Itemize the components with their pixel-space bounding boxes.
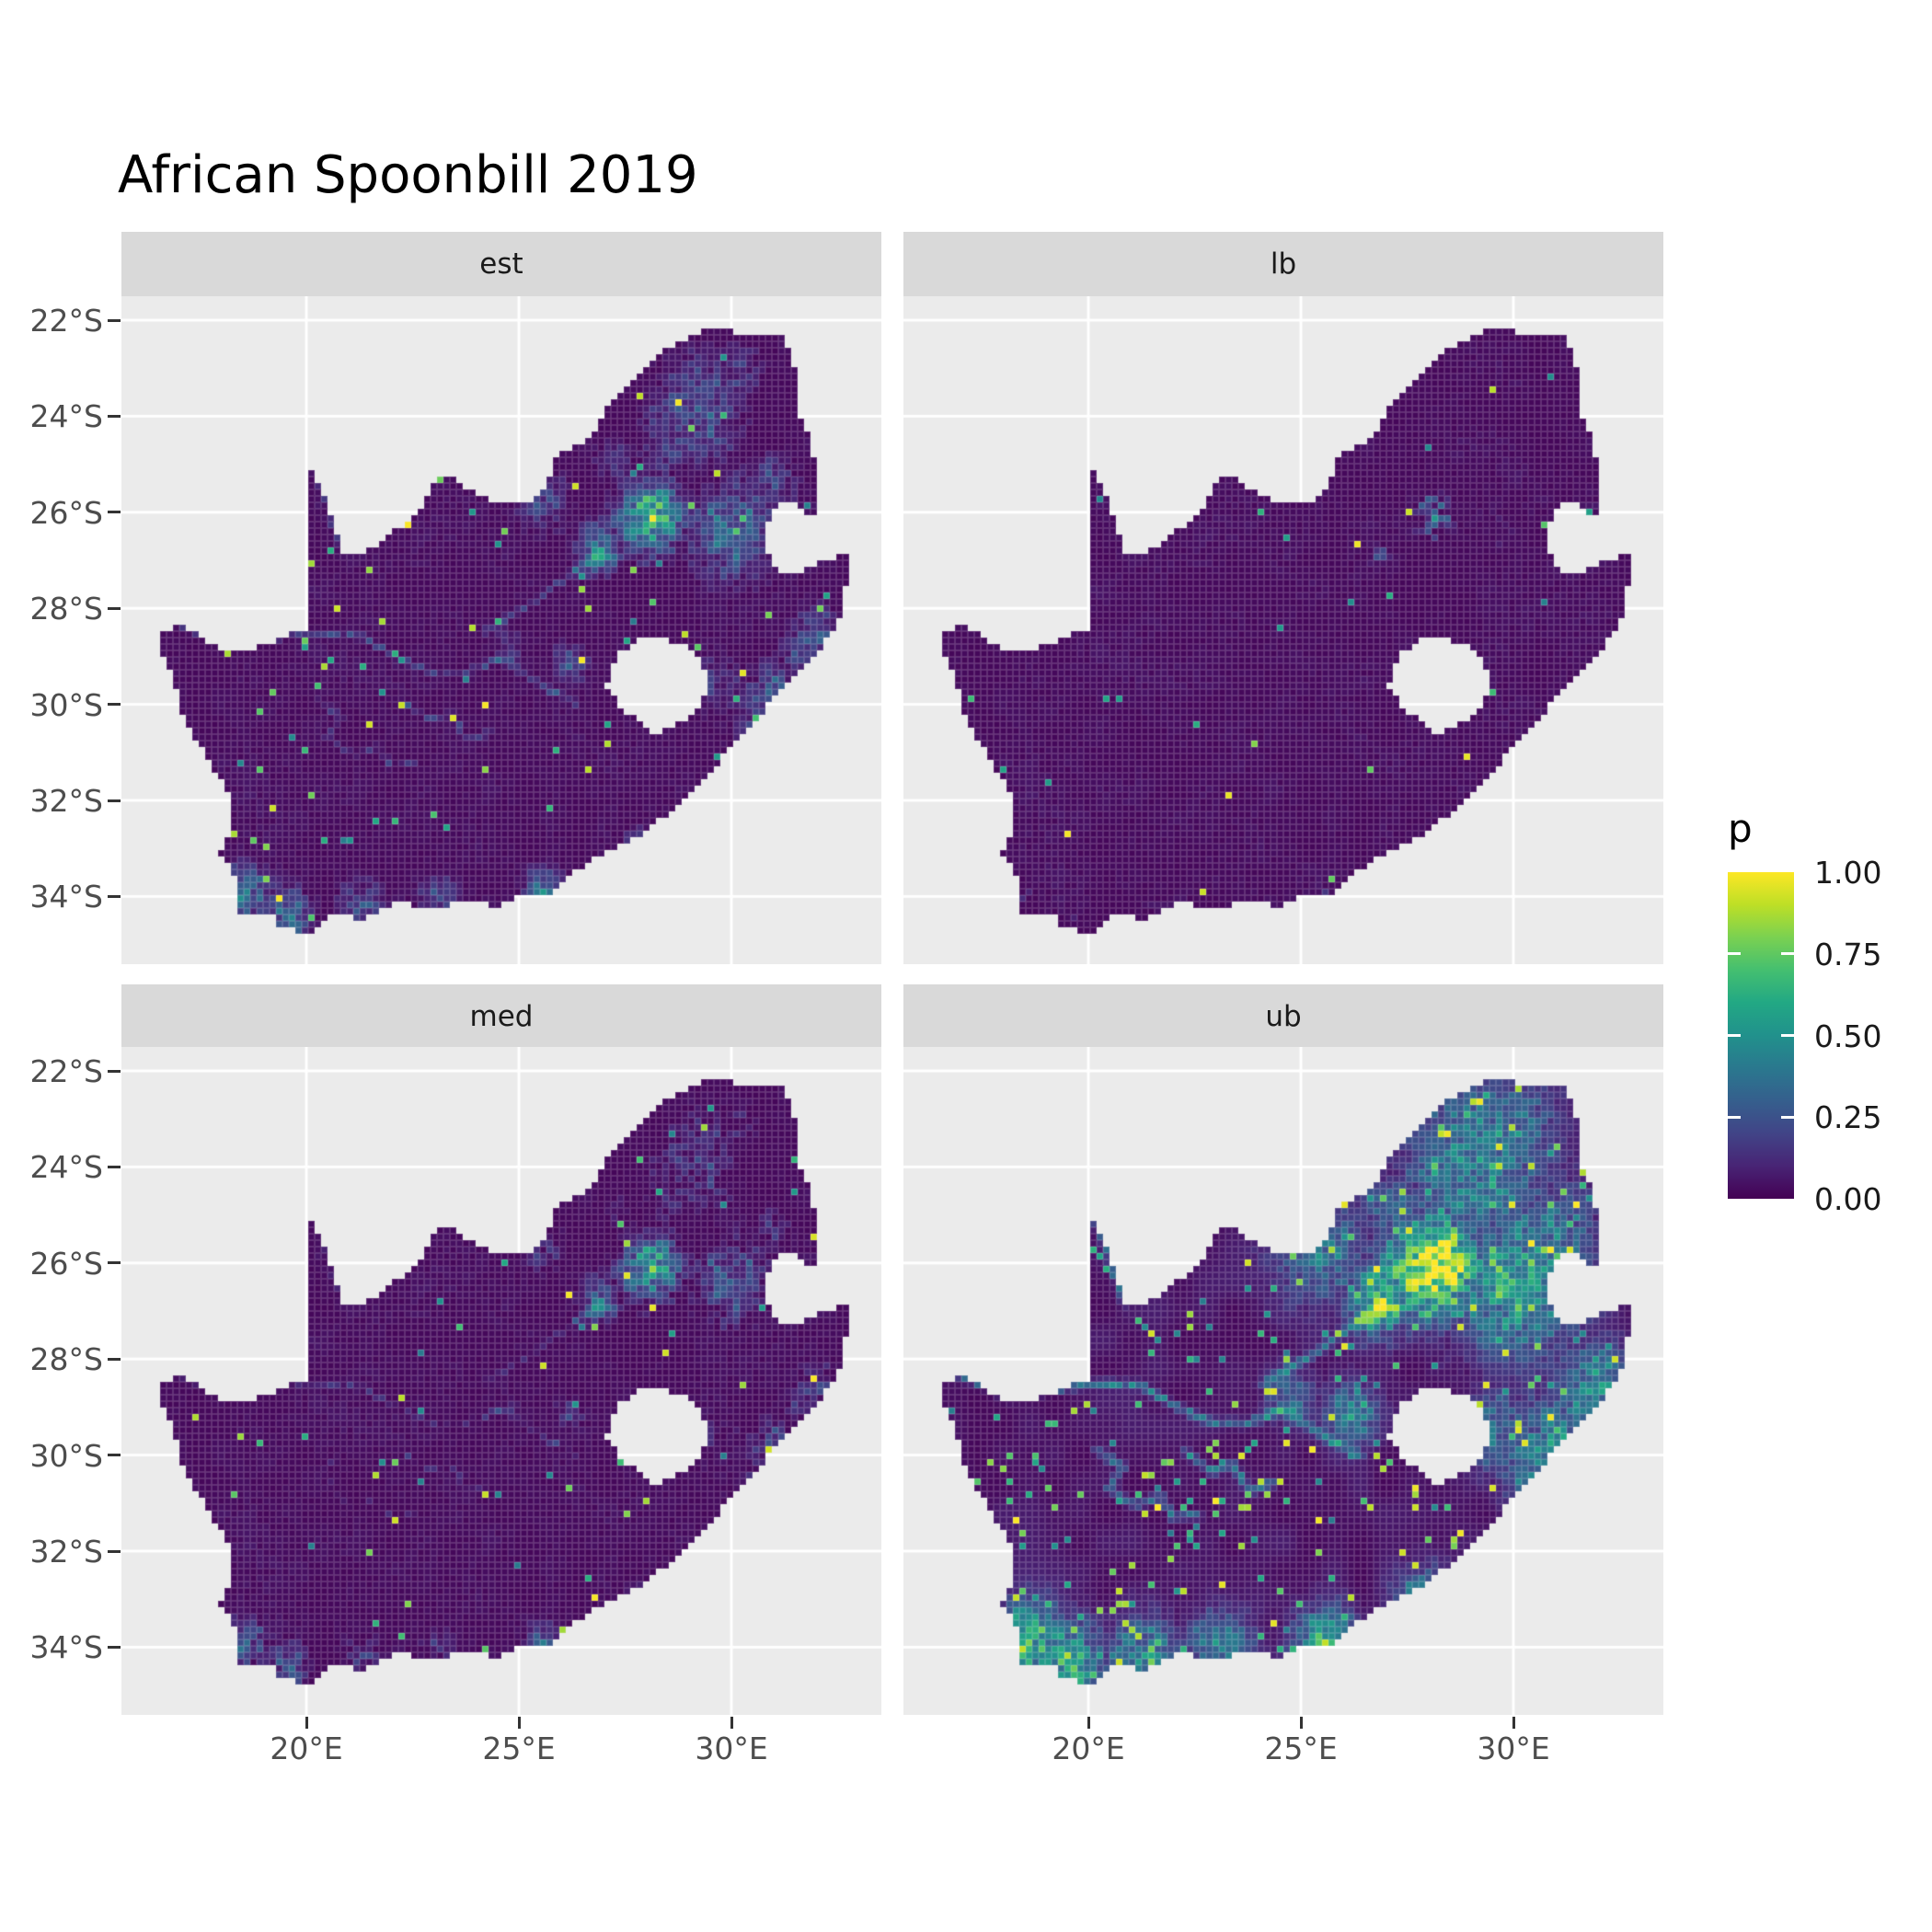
legend-tick-label: 0.75: [1814, 936, 1882, 972]
x-tick-label: 30°E: [1477, 1731, 1550, 1766]
legend-title: p: [1728, 806, 1753, 851]
facet-strip-label: lb: [1270, 247, 1297, 281]
x-tick-mark: [1512, 1717, 1515, 1729]
y-tick-label: 24°S: [29, 1149, 103, 1186]
x-tick-mark: [730, 1717, 733, 1729]
y-tick-label: 22°S: [29, 303, 103, 339]
plot-title: African Spoonbill 2019: [118, 145, 698, 205]
x-tick-mark: [517, 1717, 521, 1729]
facet-strip-est: est: [121, 232, 881, 296]
x-tick-label: 25°E: [482, 1731, 556, 1766]
legend-tick-label: 0.25: [1814, 1099, 1882, 1136]
map-panel-ub: [903, 1047, 1663, 1715]
x-tick-mark: [1087, 1717, 1090, 1729]
y-tick-mark: [108, 1549, 121, 1553]
y-tick-mark: [108, 894, 121, 898]
colorbar-tick: [1781, 1115, 1794, 1119]
map-panel-est: [121, 296, 881, 964]
y-tick-mark: [108, 1165, 121, 1168]
y-tick-mark: [108, 1454, 121, 1457]
x-tick-mark: [1299, 1717, 1303, 1729]
y-tick-label: 34°S: [29, 879, 103, 915]
y-tick-mark: [108, 1357, 121, 1361]
facet-strip-ub: ub: [903, 984, 1663, 1049]
y-tick-mark: [108, 606, 121, 610]
facet-strip-label: est: [479, 247, 523, 281]
y-tick-label: 28°S: [29, 1341, 103, 1378]
x-tick-label: 20°E: [1052, 1731, 1125, 1766]
x-tick-label: 25°E: [1264, 1731, 1338, 1766]
facet-strip-med: med: [121, 984, 881, 1049]
legend-tick-label: 1.00: [1814, 855, 1882, 891]
colorbar-tick: [1728, 1115, 1741, 1119]
y-tick-mark: [108, 703, 121, 707]
y-tick-mark: [108, 318, 121, 322]
legend-tick-label: 0.50: [1814, 1018, 1882, 1054]
y-tick-mark: [108, 414, 121, 418]
colorbar-tick: [1728, 952, 1741, 956]
map-panel-lb: [903, 296, 1663, 964]
y-tick-label: 30°S: [29, 686, 103, 723]
x-tick-label: 30°E: [695, 1731, 768, 1766]
y-tick-mark: [108, 1645, 121, 1649]
facet-strip-lb: lb: [903, 232, 1663, 296]
y-tick-label: 28°S: [29, 591, 103, 627]
map-panel-med: [121, 1047, 881, 1715]
y-tick-label: 34°S: [29, 1629, 103, 1666]
colorbar-tick: [1728, 1034, 1741, 1037]
y-tick-label: 24°S: [29, 398, 103, 435]
y-tick-label: 26°S: [29, 1245, 103, 1282]
colorbar-tick: [1781, 1034, 1794, 1037]
y-tick-mark: [108, 1261, 121, 1265]
legend-tick-label: 0.00: [1814, 1181, 1882, 1217]
facet-strip-label: ub: [1265, 1000, 1302, 1033]
facet-strip-label: med: [469, 1000, 534, 1033]
y-tick-label: 32°S: [29, 783, 103, 819]
colorbar-tick: [1781, 952, 1794, 956]
y-tick-mark: [108, 511, 121, 514]
y-tick-label: 32°S: [29, 1534, 103, 1570]
x-tick-label: 20°E: [270, 1731, 343, 1766]
y-tick-mark: [108, 1069, 121, 1073]
y-tick-label: 22°S: [29, 1053, 103, 1089]
y-tick-label: 30°S: [29, 1437, 103, 1474]
x-tick-mark: [305, 1717, 308, 1729]
y-tick-mark: [108, 799, 121, 802]
y-tick-label: 26°S: [29, 494, 103, 531]
